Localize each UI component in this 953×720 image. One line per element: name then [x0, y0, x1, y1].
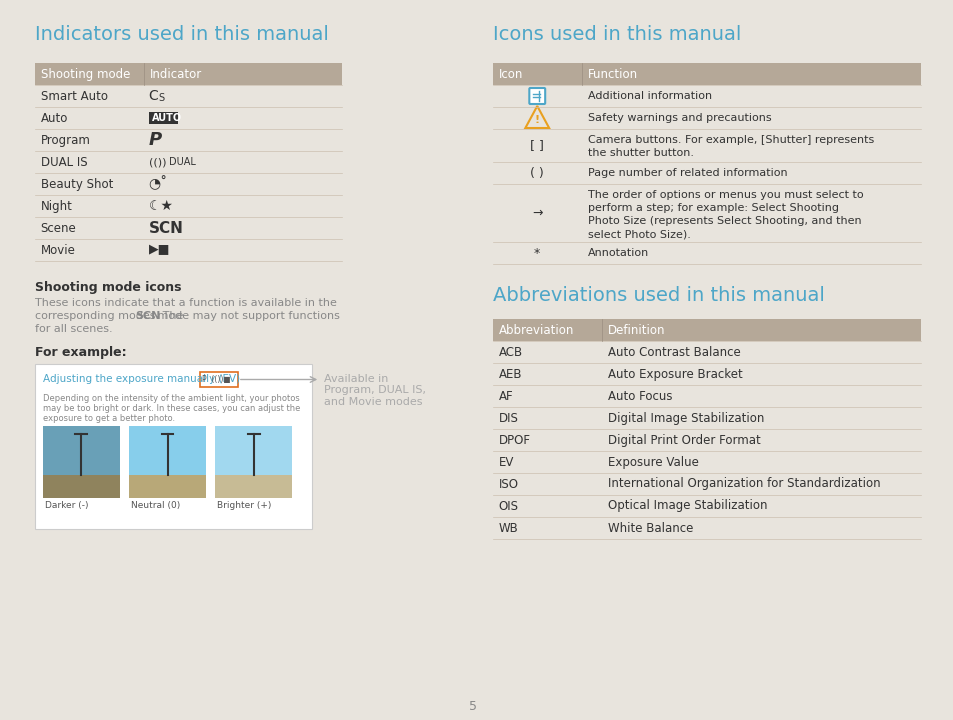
Text: Darker (-): Darker (-): [45, 501, 88, 510]
FancyBboxPatch shape: [149, 112, 178, 124]
Text: These icons indicate that a function is available in the: These icons indicate that a function is …: [34, 298, 336, 308]
Text: Digital Image Stabilization: Digital Image Stabilization: [607, 412, 763, 425]
Text: ▶■: ▶■: [149, 243, 170, 256]
Text: Icons used in this manual: Icons used in this manual: [492, 25, 740, 44]
Text: select Photo Size).: select Photo Size).: [587, 229, 690, 239]
FancyBboxPatch shape: [214, 426, 293, 498]
Text: P: P: [149, 131, 162, 149]
Text: AEB: AEB: [498, 367, 521, 380]
Text: Optical Image Stabilization: Optical Image Stabilization: [607, 500, 766, 513]
Text: [ ]: [ ]: [530, 139, 543, 152]
Text: EV: EV: [498, 456, 514, 469]
FancyBboxPatch shape: [129, 426, 206, 498]
Text: Auto: Auto: [41, 112, 68, 125]
Text: mode may not support functions: mode may not support functions: [153, 311, 339, 321]
Text: for all scenes.: for all scenes.: [34, 324, 112, 334]
Text: DIS: DIS: [498, 412, 517, 425]
Text: ☾★: ☾★: [149, 199, 173, 213]
Text: ISO: ISO: [498, 477, 518, 490]
Text: S: S: [158, 93, 165, 103]
Text: Shooting mode: Shooting mode: [41, 68, 130, 81]
Text: exposure to get a better photo.: exposure to get a better photo.: [43, 414, 174, 423]
Text: Neutral (0): Neutral (0): [131, 501, 180, 510]
FancyBboxPatch shape: [34, 364, 312, 529]
Text: Exposure Value: Exposure Value: [607, 456, 698, 469]
Text: International Organization for Standardization: International Organization for Standardi…: [607, 477, 880, 490]
Text: Digital Print Order Format: Digital Print Order Format: [607, 433, 760, 446]
Text: *: *: [534, 246, 539, 259]
Text: AF: AF: [498, 390, 513, 402]
Text: Safety warnings and precautions: Safety warnings and precautions: [587, 113, 771, 123]
Text: For example:: For example:: [34, 346, 126, 359]
FancyBboxPatch shape: [129, 475, 206, 498]
Text: DUAL: DUAL: [169, 157, 195, 167]
Text: ◔˚: ◔˚: [149, 176, 168, 192]
Text: DUAL IS: DUAL IS: [41, 156, 87, 168]
Text: Indicators used in this manual: Indicators used in this manual: [34, 25, 328, 44]
Text: Additional information: Additional information: [587, 91, 711, 101]
Text: Abbreviation: Abbreviation: [498, 323, 574, 336]
Text: Available in
Program, DUAL IS,
and Movie modes: Available in Program, DUAL IS, and Movie…: [324, 374, 426, 407]
FancyBboxPatch shape: [214, 475, 293, 498]
Text: may be too bright or dark. In these cases, you can adjust the: may be too bright or dark. In these case…: [43, 404, 299, 413]
Text: SCN: SCN: [149, 220, 183, 235]
Text: Icon: Icon: [498, 68, 522, 81]
FancyBboxPatch shape: [214, 426, 293, 498]
Text: ACB: ACB: [498, 346, 522, 359]
FancyBboxPatch shape: [529, 88, 544, 104]
Text: Brighter (+): Brighter (+): [217, 501, 272, 510]
Text: P  (())■: P (())■: [202, 375, 231, 384]
Text: 5: 5: [468, 700, 476, 713]
Text: DPOF: DPOF: [498, 433, 530, 446]
Text: corresponding modes. The: corresponding modes. The: [34, 311, 187, 321]
Text: (()): (()): [149, 157, 166, 167]
Text: C: C: [149, 89, 158, 103]
Text: Indicator: Indicator: [150, 68, 202, 81]
Text: Program: Program: [41, 133, 91, 146]
Text: Page number of related information: Page number of related information: [587, 168, 786, 178]
Text: Abbreviations used in this manual: Abbreviations used in this manual: [492, 286, 823, 305]
Text: Depending on the intensity of the ambient light, your photos: Depending on the intensity of the ambien…: [43, 394, 299, 403]
Text: OIS: OIS: [498, 500, 518, 513]
Text: AUTO: AUTO: [152, 113, 182, 123]
FancyBboxPatch shape: [43, 426, 120, 498]
Text: The order of options or menus you must select to: The order of options or menus you must s…: [587, 190, 862, 200]
Text: Night: Night: [41, 199, 72, 212]
Text: Photo Size (represents Select Shooting, and then: Photo Size (represents Select Shooting, …: [587, 216, 861, 226]
Text: !: !: [534, 115, 539, 125]
Text: ( ): ( ): [530, 166, 543, 179]
Text: Movie: Movie: [41, 243, 75, 256]
Text: Annotation: Annotation: [587, 248, 648, 258]
Text: the shutter button.: the shutter button.: [587, 148, 693, 158]
Text: perform a step; for example: Select Shooting: perform a step; for example: Select Shoo…: [587, 203, 838, 213]
Text: Auto Contrast Balance: Auto Contrast Balance: [607, 346, 740, 359]
FancyBboxPatch shape: [34, 63, 341, 85]
Text: WB: WB: [498, 521, 517, 534]
Text: Adjusting the exposure manually (EV): Adjusting the exposure manually (EV): [43, 374, 239, 384]
Text: Smart Auto: Smart Auto: [41, 89, 108, 102]
Text: SCN: SCN: [135, 311, 160, 321]
Text: Camera buttons. For example, [Shutter] represents: Camera buttons. For example, [Shutter] r…: [587, 135, 873, 145]
Text: Scene: Scene: [41, 222, 76, 235]
Text: White Balance: White Balance: [607, 521, 692, 534]
Text: Auto Focus: Auto Focus: [607, 390, 672, 402]
FancyBboxPatch shape: [492, 63, 920, 85]
FancyBboxPatch shape: [43, 475, 120, 498]
Text: Definition: Definition: [607, 323, 664, 336]
Text: Function: Function: [587, 68, 638, 81]
FancyBboxPatch shape: [43, 426, 120, 498]
Text: Beauty Shot: Beauty Shot: [41, 178, 112, 191]
FancyBboxPatch shape: [492, 319, 920, 341]
FancyBboxPatch shape: [200, 372, 237, 387]
Text: Auto Exposure Bracket: Auto Exposure Bracket: [607, 367, 741, 380]
Text: →: →: [532, 207, 542, 220]
Text: Shooting mode icons: Shooting mode icons: [34, 281, 181, 294]
